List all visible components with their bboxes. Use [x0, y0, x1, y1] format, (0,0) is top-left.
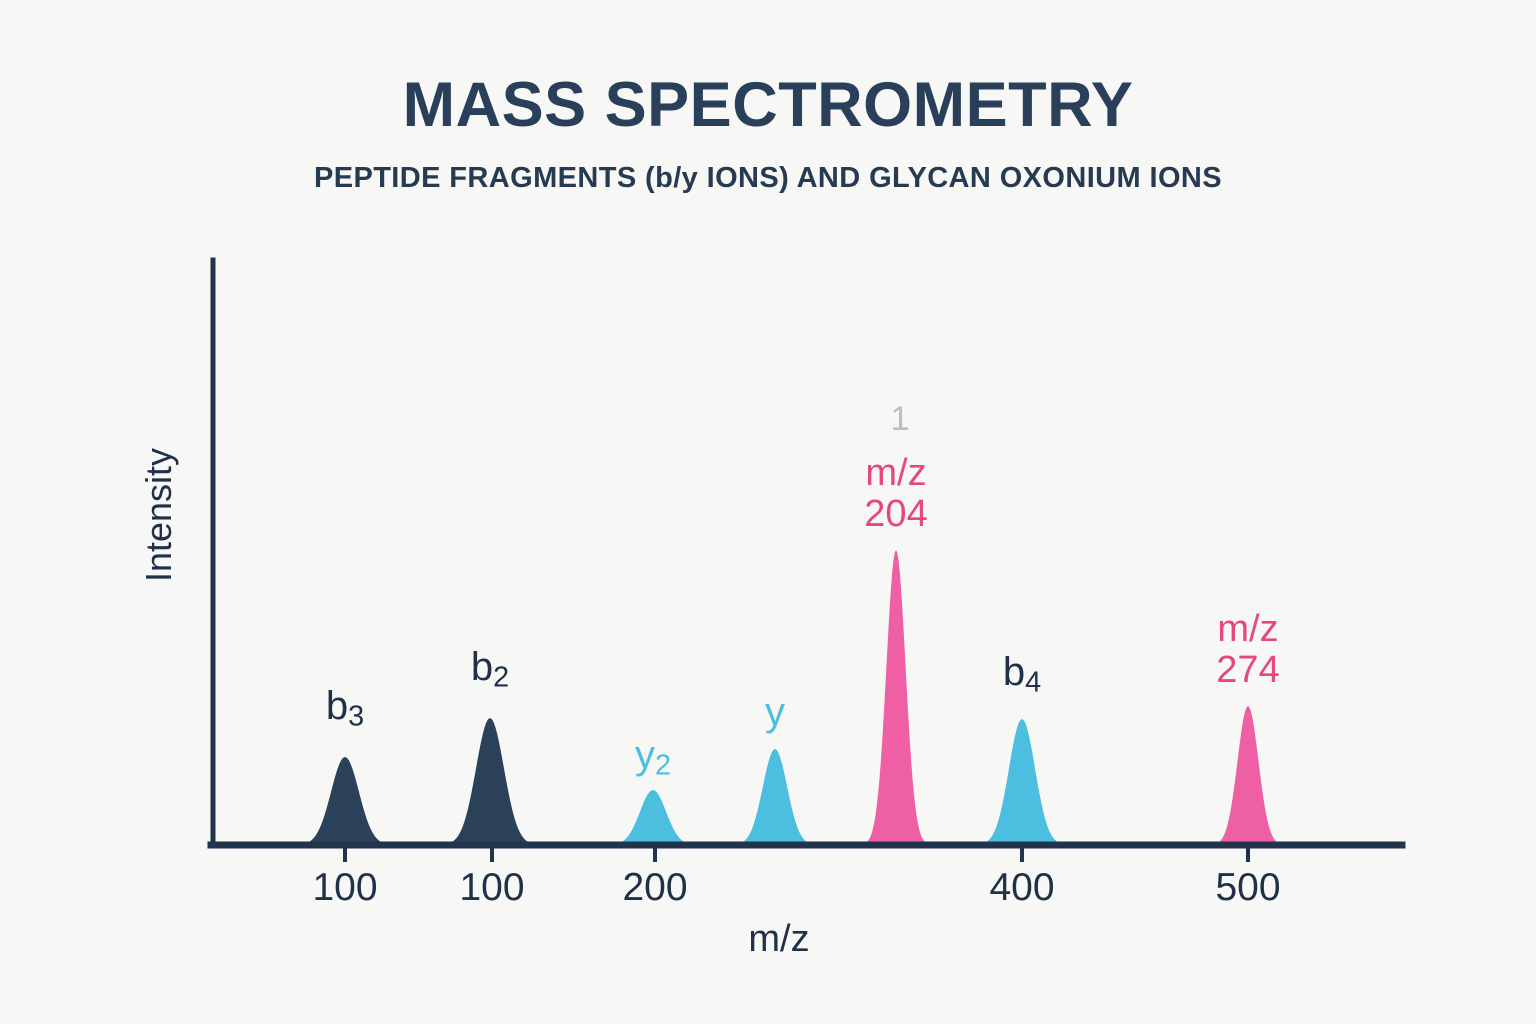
peak-trace	[944, 719, 1100, 845]
peak-label-text: y	[634, 733, 655, 777]
peak-label: b4	[922, 652, 1122, 697]
peak-trace	[406, 718, 574, 845]
peak-label: b2	[390, 647, 590, 692]
peak-label: y2	[553, 735, 753, 780]
peak-trace	[838, 550, 954, 845]
peak-label-subscript: 4	[1025, 666, 1042, 699]
peak-label-subscript: 2	[493, 661, 510, 694]
peak-trace	[1185, 706, 1311, 845]
y-axis-label: Intensity	[138, 447, 179, 583]
peak-trace	[702, 749, 848, 845]
peak-label: b3	[245, 686, 445, 731]
page-title: MASS SPECTROMETRY	[402, 70, 1134, 140]
x-tick-label: 200	[622, 866, 688, 909]
axes	[207, 257, 1406, 849]
x-tick-label: 100	[312, 866, 378, 909]
page-subtitle: PEPTIDE FRAGMENTS (b/y IONS) AND GLYCAN …	[313, 162, 1223, 194]
chart-annotation: 1	[890, 400, 910, 438]
peak-label-text: b	[470, 645, 494, 689]
peak-trace	[575, 790, 731, 845]
peak-label-subscript: 2	[654, 749, 671, 782]
peak-label: m/z 204	[864, 452, 928, 536]
peak-label-text: b	[1002, 650, 1026, 694]
x-tick-label: 400	[989, 866, 1055, 909]
peak-label: y	[765, 690, 785, 734]
peak-label: m/z 274	[1216, 608, 1280, 692]
peak-trace	[261, 757, 429, 845]
peak-traces	[261, 550, 1311, 845]
x-axis-ticks	[343, 848, 1250, 862]
x-axis-label: m/z	[748, 918, 810, 960]
x-tick-label: 100	[459, 866, 525, 909]
x-tick-label: 500	[1215, 866, 1281, 909]
peak-label-subscript: 3	[348, 700, 365, 733]
peak-label-text: b	[325, 684, 349, 728]
